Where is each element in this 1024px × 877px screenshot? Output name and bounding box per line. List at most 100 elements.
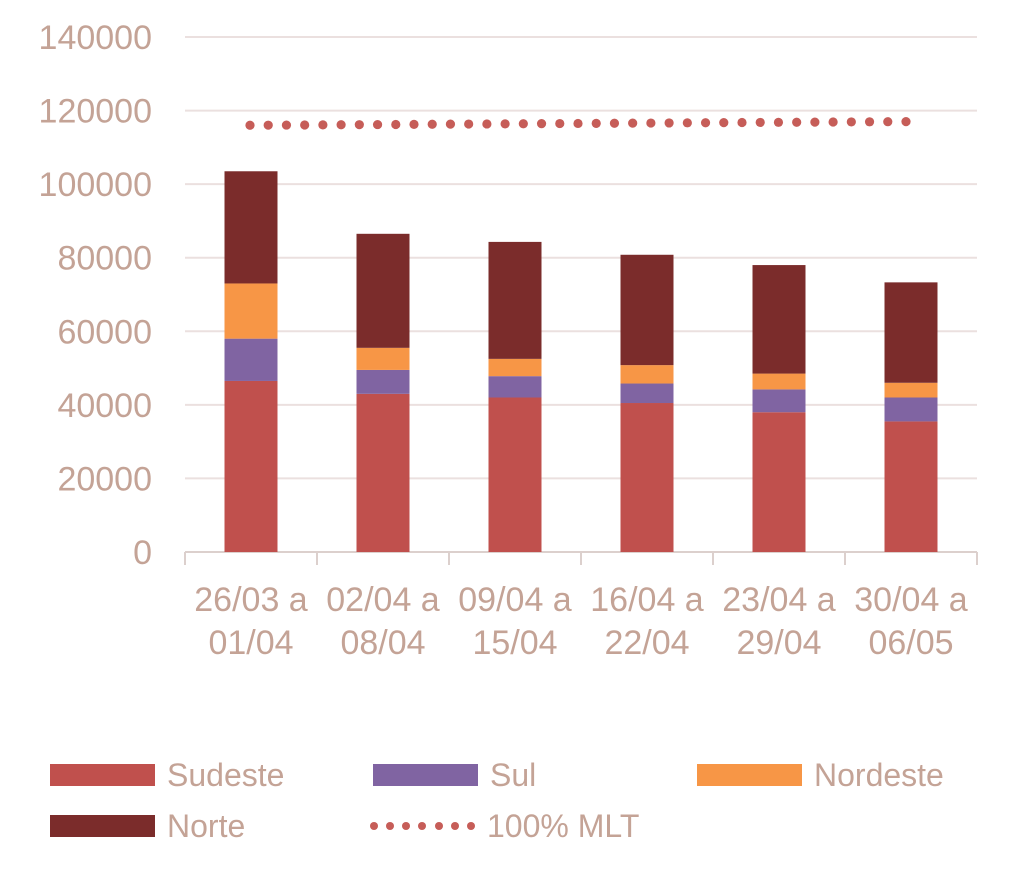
legend-item-mlt: 100% MLT: [370, 806, 639, 846]
bar-nordeste: [752, 373, 806, 390]
bar-sudeste: [224, 380, 278, 552]
mlt-line-dot: [354, 120, 364, 130]
bars: [224, 171, 938, 552]
legend-label-norte: Norte: [167, 807, 246, 844]
mlt-line-dot: [810, 117, 820, 127]
legend-item-norte: Norte: [50, 806, 245, 846]
bar-sul: [884, 397, 938, 422]
mlt-line-dot: [646, 118, 656, 128]
mlt-line-dot: [300, 120, 310, 130]
y-tick-label: 0: [133, 534, 152, 572]
legend-label-sul: Sul: [490, 756, 537, 793]
mlt-line-dot: [555, 118, 565, 129]
legend-swatch-mlt: [370, 815, 475, 837]
legend-item-nordeste: Nordeste: [697, 755, 944, 795]
bar-sudeste: [884, 421, 938, 552]
mlt-line-dot: [391, 119, 401, 130]
bar-norte: [884, 282, 938, 383]
legend-swatch-sul: [373, 764, 478, 786]
y-tick-label: 100000: [39, 166, 152, 204]
x-tick-label: 23/04 a: [722, 581, 836, 619]
x-tick-label: 06/05: [868, 624, 953, 662]
mlt-line-dot: [536, 119, 547, 129]
x-tick-label: 30/04 a: [854, 581, 968, 619]
bar-nordeste: [224, 283, 278, 339]
mlt-line-dot: [682, 118, 692, 128]
mlt-line-dot: [864, 117, 875, 127]
bar-sul: [356, 369, 410, 394]
mlt-line-dot: [518, 119, 528, 129]
legend-item-sul: Sul: [373, 755, 536, 795]
x-tick-label: 09/04 a: [458, 581, 572, 619]
x-tick-label: 29/04: [736, 624, 821, 662]
bar-sudeste: [752, 412, 806, 552]
x-tick-label: 01/04: [208, 624, 293, 662]
mlt-line-dot: [664, 118, 674, 128]
legend-swatch-nordeste: [697, 764, 802, 786]
legend-label-sudeste: Sudeste: [167, 756, 285, 793]
mlt-line-dot: [591, 118, 601, 128]
bar-sudeste: [356, 393, 410, 552]
y-tick-label: 80000: [57, 240, 152, 278]
bar-sudeste: [620, 403, 674, 552]
mlt-line-dot: [846, 117, 856, 127]
legend-label-nordeste: Nordeste: [814, 756, 944, 793]
bar-norte: [356, 233, 410, 348]
bar-nordeste: [488, 358, 542, 377]
legend-item-sudeste: Sudeste: [50, 755, 284, 795]
mlt-line-dot: [883, 117, 893, 127]
mlt-line-dot: [773, 117, 784, 127]
x-tick-label: 22/04: [604, 624, 689, 662]
legend-label-mlt: 100% MLT: [487, 807, 640, 844]
x-tick-label: 15/04: [472, 624, 557, 662]
x-axis-ticks: 26/03 a 01/04 02/04 a 08/04 09/04 a 15/04 16/0…: [194, 581, 968, 662]
mlt-line-dot: [245, 120, 255, 130]
bar-norte: [620, 254, 674, 366]
x-tick-label: 08/04: [340, 624, 425, 662]
mlt-line-dot: [755, 117, 765, 128]
mlt-line-dot: [427, 119, 437, 129]
mlt-line-dot: [372, 119, 383, 130]
x-tick-label: 16/04 a: [590, 581, 704, 619]
bar-sul: [752, 389, 806, 413]
mlt-line-dot: [281, 120, 292, 130]
legend-swatch-sudeste: [50, 764, 155, 786]
mlt-line-dot: [901, 117, 911, 127]
bar-norte: [488, 241, 542, 359]
bar-sul: [488, 376, 542, 398]
bar-nordeste: [620, 365, 674, 384]
bar-sul: [620, 383, 674, 404]
x-tick-label: 26/03 a: [194, 581, 308, 619]
y-tick-label: 20000: [57, 460, 152, 498]
mlt-line-dot: [500, 119, 510, 129]
bar-nordeste: [356, 347, 410, 370]
mlt-line: [245, 117, 911, 130]
mlt-line-dot: [792, 117, 802, 127]
mlt-line-dot: [464, 119, 474, 129]
mlt-line-dot: [628, 118, 638, 128]
stacked-bar-chart: 020000400006000080000100000120000140000 …: [39, 19, 978, 662]
legend-swatch-norte: [50, 815, 155, 837]
y-tick-label: 60000: [57, 313, 152, 351]
mlt-line-dot: [700, 118, 711, 128]
mlt-line-dot: [445, 119, 456, 129]
bar-nordeste: [884, 382, 938, 398]
bar-sudeste: [488, 397, 542, 552]
mlt-line-dot: [336, 120, 346, 130]
mlt-line-dot: [263, 120, 273, 130]
bar-norte: [752, 265, 806, 374]
mlt-line-dot: [482, 119, 492, 129]
mlt-line-dot: [719, 118, 729, 128]
x-tick-label: 02/04 a: [326, 581, 440, 619]
mlt-line-dot: [318, 120, 328, 130]
mlt-line-dot: [609, 118, 620, 128]
bar-norte: [224, 171, 278, 284]
y-tick-label: 140000: [39, 19, 152, 57]
mlt-line-dot: [409, 119, 419, 129]
bar-sul: [224, 338, 278, 381]
y-tick-label: 40000: [57, 387, 152, 425]
y-tick-label: 120000: [39, 93, 152, 131]
mlt-line-dot: [828, 117, 838, 127]
gridlines: [184, 36, 978, 565]
mlt-line-dot: [573, 118, 583, 129]
